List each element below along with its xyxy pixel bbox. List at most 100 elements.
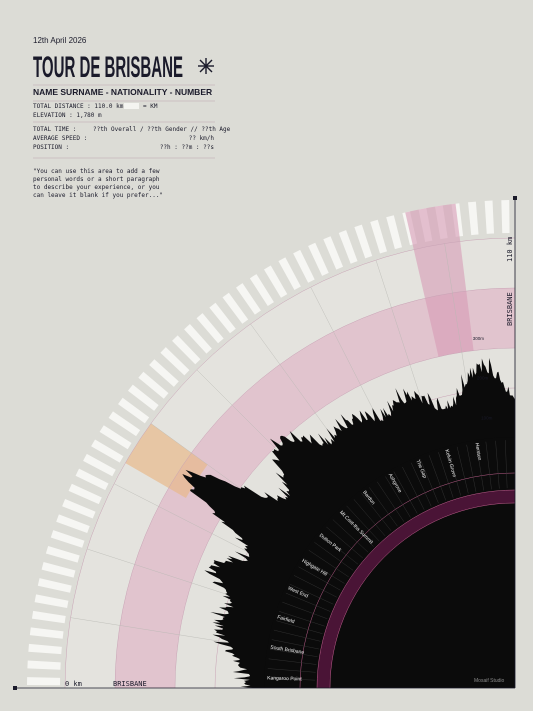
stripe <box>41 561 76 578</box>
stripe <box>263 265 288 298</box>
core <box>264 437 515 688</box>
street-divider <box>273 629 321 642</box>
speed-value: ?? km/h <box>189 135 215 142</box>
position-label: POSITION : <box>33 144 69 151</box>
stripe <box>468 201 479 236</box>
place-label: South Brisbane <box>270 645 305 656</box>
street-divider <box>402 466 425 510</box>
street-divider <box>293 575 337 598</box>
stripe <box>62 498 96 519</box>
stripe <box>28 643 62 655</box>
corner-marker <box>513 196 517 200</box>
street-divider <box>410 462 432 507</box>
stripe <box>484 200 495 234</box>
stripe <box>501 200 510 234</box>
route-graphic <box>27 200 516 689</box>
street-divider <box>289 583 334 605</box>
street-divider <box>285 592 331 612</box>
stripe <box>370 219 388 254</box>
stripe <box>34 594 69 608</box>
street-divider <box>438 452 454 498</box>
quote-line: "You can use this area to add a few <box>33 168 160 175</box>
stripe <box>75 468 109 491</box>
stripe <box>50 530 85 548</box>
stripe <box>386 215 402 250</box>
street-divider <box>447 449 461 496</box>
street-divider <box>393 471 418 514</box>
speed-label: AVERAGE SPEED : <box>33 135 87 142</box>
stripe <box>149 359 179 387</box>
street-divider <box>361 493 392 532</box>
street-divider <box>339 512 374 547</box>
distance-unit: = KM <box>143 103 158 110</box>
street-divider <box>268 658 317 665</box>
street-divider <box>267 668 316 673</box>
stripe <box>172 335 201 365</box>
stripe <box>45 545 80 563</box>
ranking: ??th Overall / ??th Gender // ??th Age <box>93 126 231 133</box>
elevation-tick: 300m <box>473 336 485 341</box>
street-divider <box>485 441 492 490</box>
street-divider <box>298 566 341 591</box>
stripe <box>278 257 301 291</box>
street-divider <box>377 481 405 522</box>
distance-label: TOTAL DISTANCE : 110.0 km / <box>33 103 131 110</box>
street-divider <box>495 440 500 489</box>
stripe <box>99 425 132 450</box>
stripe <box>108 411 141 437</box>
street-divider <box>346 505 380 542</box>
street-divider <box>308 550 349 578</box>
stripe <box>184 324 212 354</box>
street-divider <box>271 639 319 650</box>
end-distance: 110 km <box>506 237 514 262</box>
street-divider <box>332 519 369 553</box>
input-box <box>124 103 139 109</box>
corner-marker <box>13 686 17 690</box>
street-divider <box>505 440 508 489</box>
stripe <box>83 453 116 477</box>
street-divider <box>270 649 318 657</box>
street-divider <box>385 476 411 518</box>
stripe <box>31 610 66 624</box>
stripe <box>222 292 249 324</box>
street-divider <box>456 446 469 494</box>
inner-ring-line <box>316 489 516 689</box>
stripe <box>323 236 344 270</box>
street-divider <box>303 558 345 584</box>
athlete: NAME SURNAME - NATIONALITY - NUMBER <box>33 87 212 97</box>
stripe <box>138 371 169 399</box>
street-divider <box>428 455 446 501</box>
elevation: ELEVATION : 1,780 m <box>33 112 102 119</box>
street-divider <box>320 534 359 565</box>
elevation-tick: 100m <box>481 415 493 420</box>
date: 12th April 2026 <box>33 36 87 45</box>
stripe <box>209 302 236 334</box>
street-divider <box>419 458 439 504</box>
end-city: BRISBANE <box>506 292 514 326</box>
stripe <box>29 627 64 639</box>
stripe <box>308 242 329 276</box>
street-divider <box>314 542 354 571</box>
street-divider <box>353 499 386 537</box>
title: TOUR DE BRISBANE <box>33 51 183 84</box>
quote-line: to describe your experience, or you <box>33 184 160 191</box>
place-label: Fairfield <box>276 614 295 625</box>
stripe <box>354 224 373 259</box>
stripe <box>236 283 261 315</box>
place-label: Herston <box>474 443 483 461</box>
street-divider <box>282 601 328 619</box>
street-divider <box>276 620 323 634</box>
stripe <box>27 677 61 686</box>
street-divider <box>267 678 316 681</box>
stripe <box>27 660 61 670</box>
maroon-ring <box>317 490 515 688</box>
stripe <box>91 439 124 463</box>
street-divider <box>279 611 325 627</box>
stripe <box>37 578 72 593</box>
stripe <box>127 384 159 411</box>
street-divider <box>466 444 477 492</box>
quote-line: personal words or a short paragraph <box>33 176 160 183</box>
stripe <box>338 230 358 264</box>
